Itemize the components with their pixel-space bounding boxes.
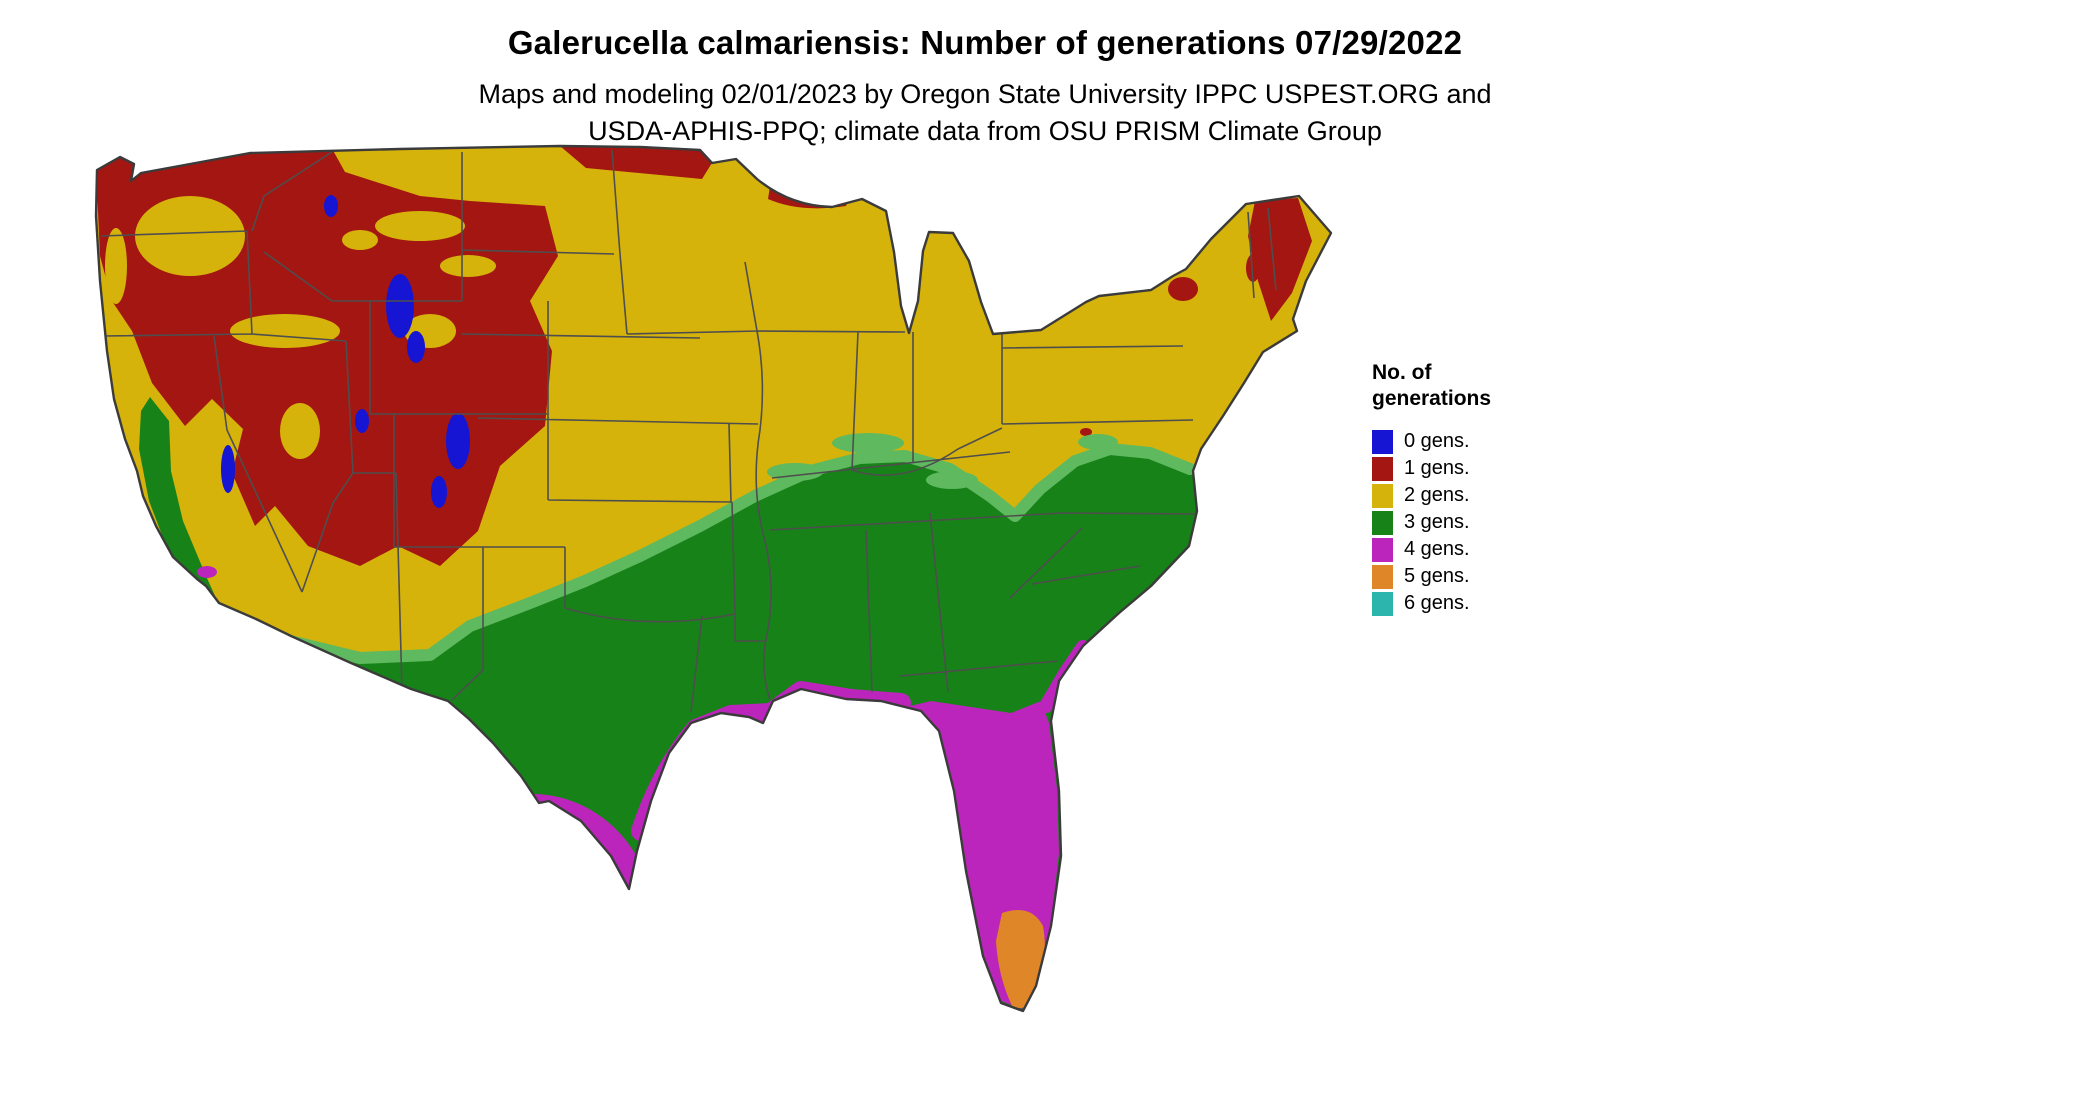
map-yellow-basins <box>105 196 496 459</box>
us-outline <box>94 144 1333 1013</box>
legend-label-3-gens: 3 gens. <box>1404 511 1470 533</box>
legend-swatch-0-gens <box>1372 429 1393 454</box>
legend-swatch-1-gens <box>1372 456 1393 481</box>
figure-subtitle-line2: USDA-APHIS-PPQ; climate data from OSU PR… <box>588 116 1382 146</box>
us-map-container <box>85 140 1335 1115</box>
legend-item-2-gens: 2 gens. <box>1372 482 1542 509</box>
us-map <box>94 144 1333 1013</box>
legend-title-line1: No. of <box>1372 361 1432 384</box>
legend-swatch-3-gens <box>1372 510 1393 535</box>
map-green-transition <box>194 433 1196 664</box>
map-layer-5-gens <box>996 909 1045 1009</box>
legend-item-3-gens: 3 gens. <box>1372 509 1542 536</box>
legend-title-line2: generations <box>1372 387 1492 410</box>
state-borders <box>100 149 1277 713</box>
legend-swatch-6-gens <box>1372 591 1393 616</box>
map-layer-0-gens <box>221 195 470 508</box>
legend-swatch-4-gens <box>1372 537 1393 562</box>
legend-title: No. of generations <box>1372 360 1542 412</box>
legend-label-4-gens: 4 gens. <box>1404 538 1470 560</box>
legend-label-2-gens: 2 gens. <box>1404 484 1470 506</box>
legend-swatch-5-gens <box>1372 564 1393 589</box>
legend-item-1-gens: 1 gens. <box>1372 455 1542 482</box>
figure-title: Galerucella calmariensis: Number of gene… <box>507 24 1463 61</box>
legend-item-0-gens: 0 gens. <box>1372 428 1542 455</box>
legend-label-0-gens: 0 gens. <box>1404 430 1470 452</box>
figure-header: Galerucella calmariensis: Number of gene… <box>0 0 1970 150</box>
legend: No. of generations 0 gens. 1 gens. 2 gen… <box>1372 360 1542 617</box>
figure-subtitle: Maps and modeling 02/01/2023 by Oregon S… <box>0 76 1970 150</box>
legend-item-6-gens: 6 gens. <box>1372 590 1542 617</box>
legend-items: 0 gens. 1 gens. 2 gens. 3 gens. 4 gens. … <box>1372 428 1542 617</box>
legend-item-4-gens: 4 gens. <box>1372 536 1542 563</box>
legend-label-6-gens: 6 gens. <box>1404 592 1470 614</box>
legend-swatch-2-gens <box>1372 483 1393 508</box>
legend-label-5-gens: 5 gens. <box>1404 565 1470 587</box>
legend-item-5-gens: 5 gens. <box>1372 563 1542 590</box>
figure-subtitle-line1: Maps and modeling 02/01/2023 by Oregon S… <box>478 79 1492 109</box>
legend-label-1-gens: 1 gens. <box>1404 457 1470 479</box>
